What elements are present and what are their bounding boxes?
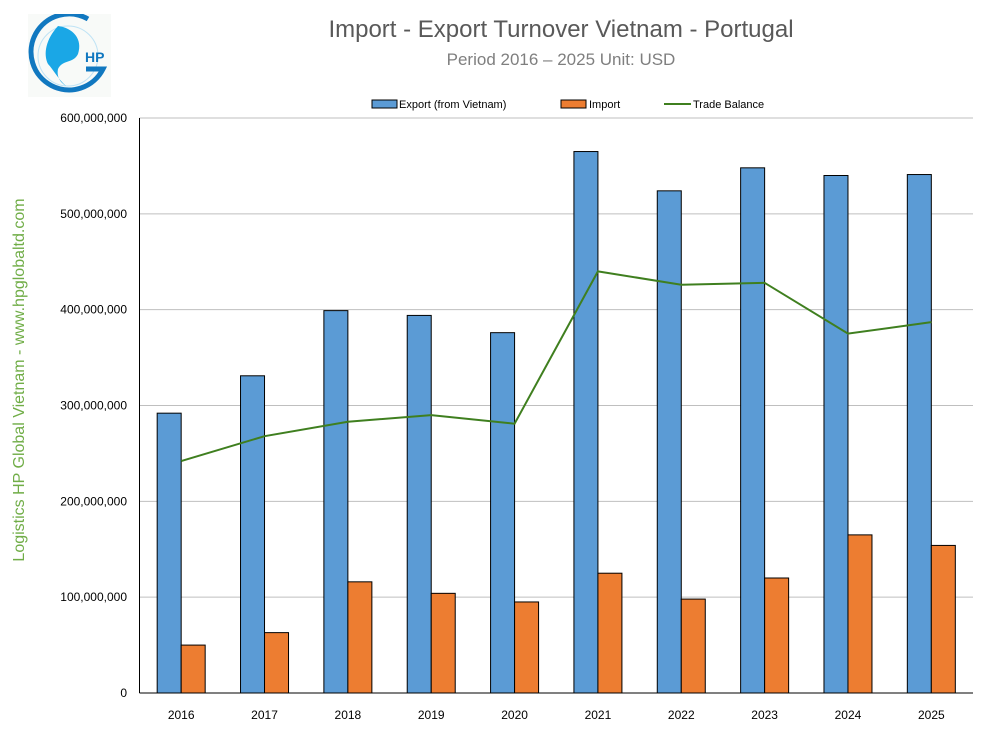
y-tick-label: 500,000,000 [60,207,127,221]
trade-balance-line [180,270,932,463]
export-bar [240,375,266,694]
y-tick-label: 0 [120,686,127,700]
x-tick-label: 2018 [335,708,362,722]
legend-label-import: Import [589,99,620,111]
import-bar [764,577,790,694]
export-bar [156,412,182,694]
legend-swatch-export [371,99,398,109]
export-bar [823,175,849,694]
export-bar [323,310,349,694]
x-tick-label: 2024 [835,708,862,722]
y-tick-label: 600,000,000 [60,111,127,125]
import-bar [180,644,206,694]
x-tick-label: 2021 [585,708,612,722]
export-bar [406,314,432,694]
import-bar [347,581,373,694]
x-tick-label: 2019 [418,708,445,722]
legend-swatch-import [560,99,587,109]
legend-label-export: Export (from Vietnam) [399,99,506,111]
y-tick-label: 400,000,000 [60,303,127,317]
export-bar [490,332,516,694]
svg-text:HP: HP [85,49,104,65]
export-bar [740,167,766,694]
import-bar [680,598,706,694]
x-tick-label: 2023 [751,708,778,722]
export-bar [656,190,682,694]
x-tick-label: 2025 [918,708,945,722]
x-tick-label: 2020 [501,708,528,722]
import-bar [430,592,456,694]
company-logo: HP [28,14,111,97]
x-tick-label: 2016 [168,708,195,722]
import-bar [264,632,290,694]
y-tick-label: 200,000,000 [60,494,127,508]
y-tick-label: 300,000,000 [60,399,127,413]
x-tick-label: 2017 [251,708,278,722]
import-bar [597,572,623,694]
export-bar [906,174,932,694]
export-bar [573,151,599,694]
y-tick-label: 100,000,000 [60,590,127,604]
import-bar [847,534,873,694]
chart-subtitle: Period 2016 – 2025 Unit: USD [446,50,676,69]
import-bar [930,544,956,694]
x-tick-label: 2022 [668,708,695,722]
legend-label-trade-balance: Trade Balance [693,99,764,111]
chart-title: Import - Export Turnover Vietnam - Portu… [328,16,794,43]
import-bar [514,601,540,694]
